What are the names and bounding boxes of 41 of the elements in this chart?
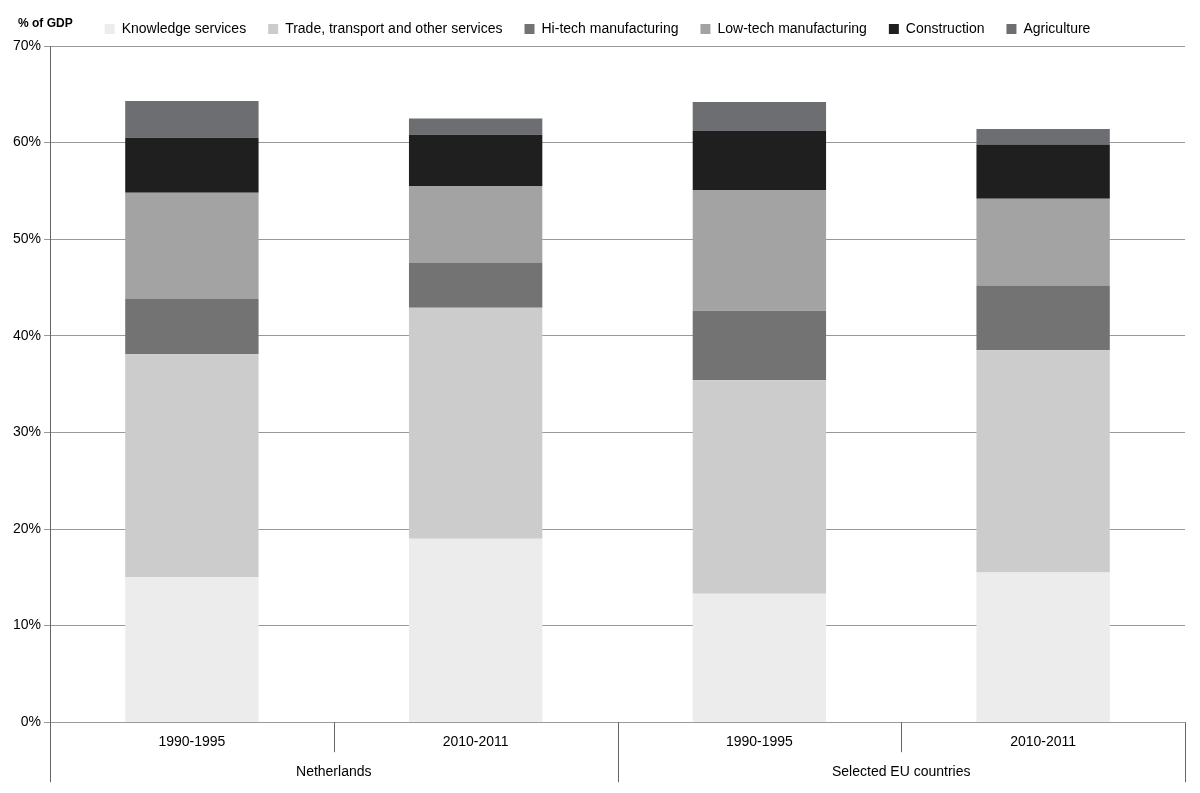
y-tick-label: 50% [12,230,42,247]
x-tick-label: 2010-2011 [1010,733,1077,750]
y-tick-label: 10% [12,616,42,633]
bar [692,310,827,381]
bar [125,137,259,193]
y-tick-label: 20% [12,519,42,536]
bar [976,144,1110,199]
bar [976,350,1110,573]
legend-label: Hi-tech manufacturing [541,19,679,36]
bar [125,101,259,138]
bar [125,299,259,355]
bar [692,380,827,594]
bar [408,118,543,135]
bar [408,307,543,539]
bar [976,285,1110,351]
y-tick-label: 70% [12,36,42,53]
bar [692,593,827,722]
bar [408,538,543,722]
y-axis-title: % of GDP [18,16,73,31]
bar [125,354,259,578]
bar [408,262,543,308]
x-tick-label: 2010-2011 [442,733,509,750]
bar [976,129,1110,145]
bar [692,102,827,132]
x-tick-label: 1990-1995 [158,733,226,750]
y-tick-label: 40% [12,326,42,343]
bar [692,131,827,190]
legend-label: Trade, transport and other services [285,19,503,36]
y-tick-label: 30% [12,423,42,440]
bar [976,572,1110,722]
y-tick-label: 60% [12,133,42,150]
bar [125,577,259,722]
y-tick-label: 0% [20,713,42,730]
legend-label: Knowledge services [121,19,247,36]
legend-label: Low-tech manufacturing [717,19,867,36]
bar [408,134,543,187]
legend-label: Agriculture [1023,19,1091,36]
text: Selected EU countries [831,763,971,780]
x-tick-label: 1990-1995 [725,733,794,750]
legend-label: Construction [905,19,985,36]
text: Netherlands [296,763,372,780]
